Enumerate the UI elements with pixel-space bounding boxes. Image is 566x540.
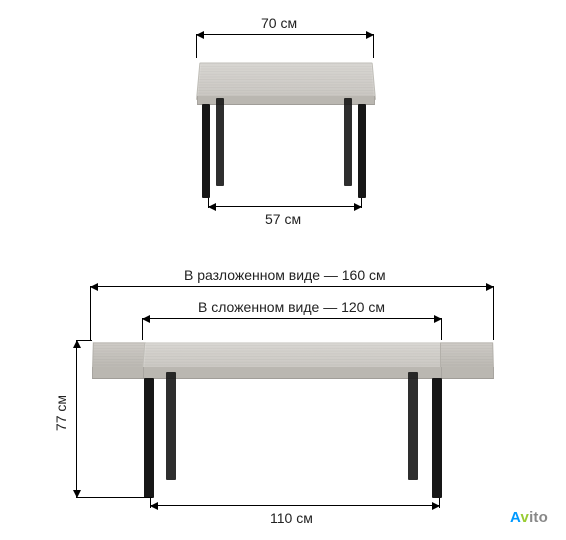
dim-tick bbox=[90, 286, 91, 340]
diagram-canvas: 70 см 57 см В разложенном виде — 160 см … bbox=[0, 0, 566, 540]
small-table-leg-front bbox=[358, 104, 366, 198]
long-table-seam bbox=[441, 367, 442, 378]
dim-tick bbox=[441, 318, 442, 340]
dim-label-extended: В разложенном виде — 160 см bbox=[184, 268, 386, 282]
dim-tick bbox=[150, 498, 151, 508]
small-table-top bbox=[196, 63, 376, 100]
dim-tick bbox=[196, 34, 197, 58]
dim-arrow bbox=[208, 203, 216, 211]
dim-arrow bbox=[196, 31, 204, 39]
dim-arrow bbox=[73, 340, 81, 348]
dim-label-floor-small: 57 см bbox=[265, 212, 301, 226]
dim-label-folded: В сложенном виде — 120 см bbox=[198, 300, 385, 314]
dim-tick bbox=[142, 318, 143, 340]
dim-tick bbox=[76, 340, 92, 341]
dim-tick bbox=[361, 198, 362, 208]
long-table-leg-back bbox=[166, 372, 176, 480]
dim-arrow bbox=[90, 283, 98, 291]
dim-tick bbox=[439, 498, 440, 508]
dim-label-top-width-small: 70 см bbox=[261, 16, 297, 30]
dim-label-height: 77 см bbox=[54, 395, 68, 431]
long-table-leg-front bbox=[144, 378, 154, 498]
dim-line-floor-small bbox=[208, 206, 362, 207]
long-table-leg-front bbox=[432, 378, 442, 498]
dim-line-height bbox=[76, 340, 77, 498]
small-table-leg-back bbox=[216, 98, 224, 186]
dim-tick bbox=[493, 286, 494, 340]
dim-tick bbox=[208, 198, 209, 208]
dim-arrow bbox=[150, 502, 158, 510]
long-table-seam bbox=[143, 367, 144, 378]
small-table-leg-front bbox=[202, 104, 210, 198]
dim-line-folded bbox=[142, 318, 442, 319]
watermark-avito: Avito bbox=[510, 509, 548, 526]
dim-line-extended bbox=[90, 286, 494, 287]
long-table-leg-back bbox=[408, 372, 418, 480]
dim-arrow bbox=[142, 315, 150, 323]
dim-line-top-width-small bbox=[196, 34, 374, 35]
dim-line-floor-long bbox=[150, 505, 440, 506]
dim-tick bbox=[76, 497, 152, 498]
dim-tick bbox=[373, 34, 374, 58]
dim-label-floor-long: 110 см bbox=[270, 511, 313, 525]
small-table-leg-back bbox=[344, 98, 352, 186]
